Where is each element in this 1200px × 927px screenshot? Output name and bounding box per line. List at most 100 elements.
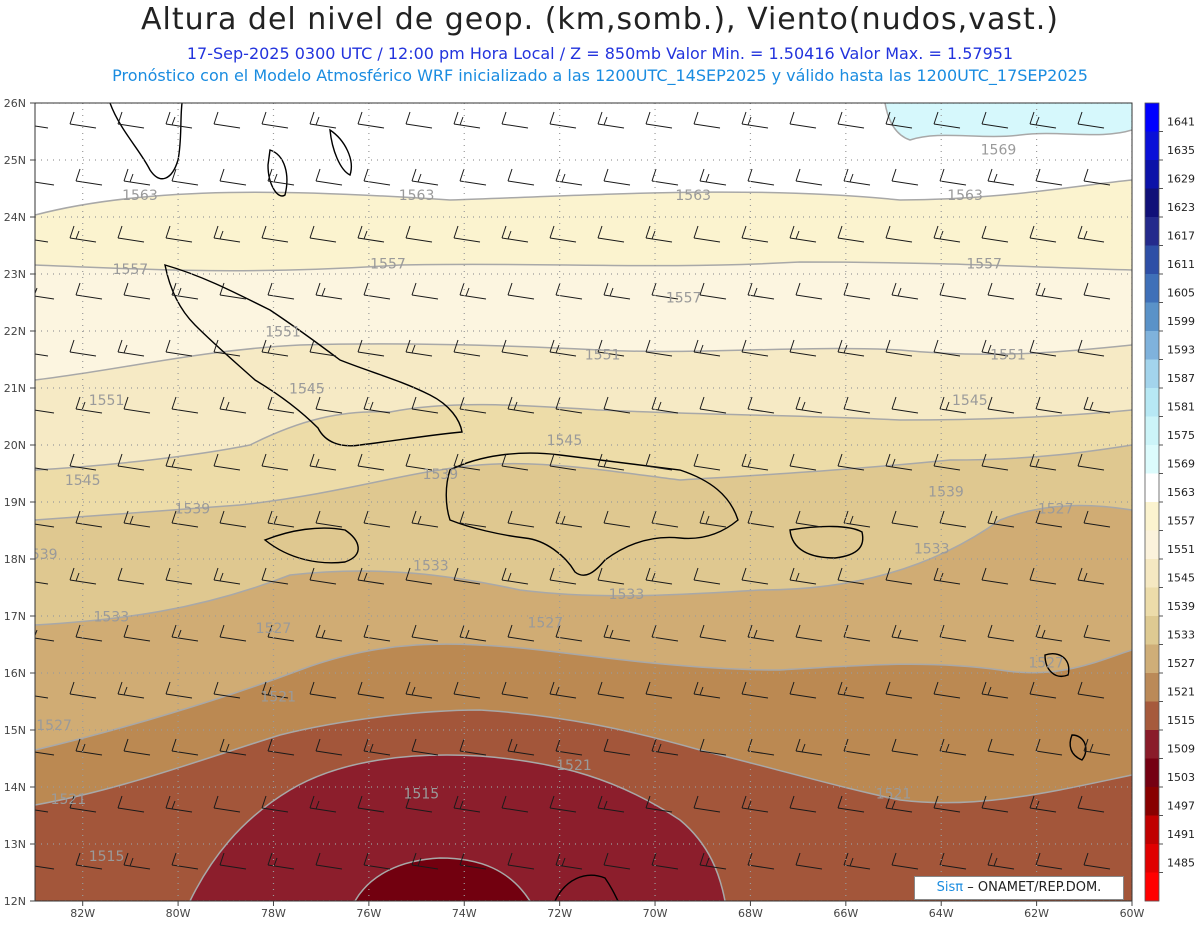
wind-barb — [75, 282, 103, 300]
contour-line — [354, 857, 531, 901]
credit-logo: Sisπ — [936, 880, 964, 895]
wind-barb — [597, 111, 625, 129]
wind-barb — [645, 795, 673, 813]
contour-label: 1533 — [609, 587, 645, 603]
wind-barb — [981, 681, 1009, 699]
wind-barb — [651, 852, 679, 870]
wind-barb — [165, 795, 193, 813]
wind-barb — [35, 695, 49, 699]
colorbar-label: 1575 — [1167, 429, 1195, 442]
wind-barb — [405, 339, 433, 357]
wind-barb — [453, 339, 481, 357]
wind-barb — [69, 225, 97, 243]
wind-barbs — [35, 111, 1111, 870]
colorbar-swatch — [1145, 787, 1159, 816]
wind-barb — [75, 396, 103, 414]
wind-barb — [507, 282, 535, 300]
wind-barb — [75, 852, 103, 870]
wind-barb — [795, 510, 823, 528]
wind-barb — [123, 510, 151, 528]
contour-label: 1527 — [1038, 501, 1074, 517]
wind-barb — [741, 681, 769, 699]
wind-barb — [1083, 168, 1111, 186]
lat-label: 26N — [4, 97, 26, 110]
wind-barb — [1035, 852, 1063, 870]
wind-barb — [35, 239, 49, 243]
wind-barb — [795, 396, 823, 414]
colorbar-label: 1557 — [1167, 515, 1195, 528]
graticule — [35, 103, 1132, 901]
colorbar-label: 1539 — [1167, 600, 1195, 613]
contour-line — [35, 709, 1132, 806]
wind-barb — [939, 852, 967, 870]
wind-barb — [837, 111, 865, 129]
wind-barb — [693, 225, 721, 243]
lat-label: 24N — [4, 211, 26, 224]
colorbar-label: 1587 — [1167, 372, 1195, 385]
contour-label: 1569 — [981, 142, 1017, 158]
wind-barb — [219, 852, 247, 870]
wind-barb — [651, 738, 679, 756]
colorbar: 1641 1635 1629 1623 1617 1611 1605 1599 1593 1587… — [1144, 102, 1195, 902]
wind-barb — [933, 111, 961, 129]
colorbar-label: 1563 — [1167, 486, 1195, 499]
wind-barb — [411, 852, 439, 870]
wind-barb — [267, 168, 295, 186]
wind-barb — [789, 111, 817, 129]
wind-barb — [165, 111, 193, 129]
lat-label: 22N — [4, 325, 26, 338]
contour-label: 1527 — [36, 718, 72, 734]
wind-barb — [165, 453, 193, 471]
wind-barb — [315, 282, 343, 300]
wind-barb — [597, 225, 625, 243]
colorbar-swatch — [1145, 758, 1159, 788]
wind-barb — [939, 510, 967, 528]
wind-barb — [651, 168, 679, 186]
contour-label: 1521 — [51, 792, 87, 808]
wind-barb — [549, 567, 577, 585]
wind-barb — [117, 453, 145, 471]
contour-label: 1557 — [666, 291, 702, 307]
wind-barb — [69, 567, 97, 585]
wind-barb — [75, 624, 103, 642]
wind-barb — [315, 396, 343, 414]
wind-barb — [507, 396, 535, 414]
wind-barb — [981, 567, 1009, 585]
wind-barb — [123, 396, 151, 414]
coast-florida — [109, 103, 183, 180]
lon-label: 80W — [166, 907, 191, 920]
credit-box: Sisπ – ONAMET/REP.DOM. — [914, 876, 1124, 900]
colorbar-swatch — [1145, 302, 1159, 332]
wind-barb — [123, 282, 151, 300]
colorbar-label: 1551 — [1167, 543, 1195, 556]
wind-barb — [213, 453, 241, 471]
contour-label: 1563 — [947, 188, 983, 204]
wind-barb — [741, 225, 769, 243]
wind-barb — [1029, 681, 1057, 699]
wind-barb — [1035, 168, 1063, 186]
coast-antilles-martinique — [1069, 734, 1087, 761]
wind-barb — [939, 168, 967, 186]
wind-barb — [69, 453, 97, 471]
colorbar-label: 1527 — [1167, 657, 1195, 670]
wind-barb — [1029, 225, 1057, 243]
wind-barb — [693, 567, 721, 585]
contour-label: 1557 — [370, 256, 406, 272]
wind-barb — [261, 339, 289, 357]
contour-label: 1521 — [556, 758, 592, 774]
contour-label: 1533 — [413, 558, 449, 574]
wind-barb — [1029, 795, 1057, 813]
wind-barb — [987, 738, 1015, 756]
wind-barb — [891, 282, 919, 300]
wind-barb — [741, 453, 769, 471]
wind-barb — [741, 111, 769, 129]
wind-barb — [117, 111, 145, 129]
wind-barb — [357, 453, 385, 471]
wind-barb — [357, 111, 385, 129]
wind-barb — [501, 681, 529, 699]
wind-barb — [603, 168, 631, 186]
contour-line — [189, 754, 726, 901]
wind-barb — [405, 453, 433, 471]
band-1569-1575 — [885, 103, 1132, 140]
wind-barb — [891, 624, 919, 642]
